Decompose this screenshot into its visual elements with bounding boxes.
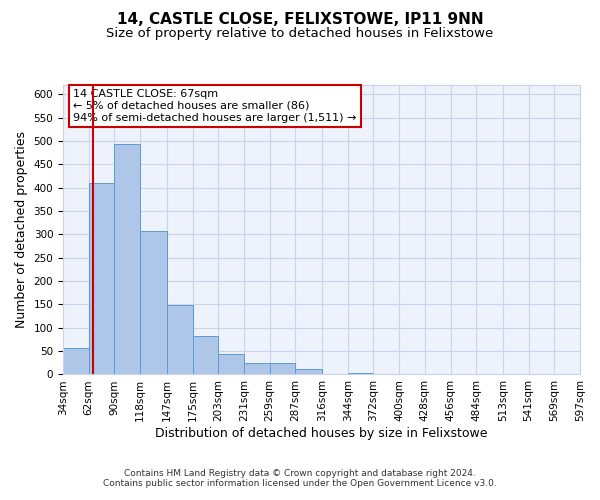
Bar <box>193 336 218 374</box>
Bar <box>63 348 89 374</box>
Text: Size of property relative to detached houses in Felixstowe: Size of property relative to detached ho… <box>106 28 494 40</box>
Bar <box>140 231 167 374</box>
Text: 14 CASTLE CLOSE: 67sqm
← 5% of detached houses are smaller (86)
94% of semi-deta: 14 CASTLE CLOSE: 67sqm ← 5% of detached … <box>73 90 357 122</box>
Bar <box>269 363 295 374</box>
Text: Contains HM Land Registry data © Crown copyright and database right 2024.: Contains HM Land Registry data © Crown c… <box>124 468 476 477</box>
Bar <box>295 370 322 374</box>
Bar <box>167 306 193 374</box>
Bar <box>89 183 115 374</box>
Bar <box>244 363 269 374</box>
Bar <box>347 372 373 374</box>
Y-axis label: Number of detached properties: Number of detached properties <box>15 131 28 328</box>
Bar <box>115 144 140 374</box>
Text: 14, CASTLE CLOSE, FELIXSTOWE, IP11 9NN: 14, CASTLE CLOSE, FELIXSTOWE, IP11 9NN <box>116 12 484 28</box>
X-axis label: Distribution of detached houses by size in Felixstowe: Distribution of detached houses by size … <box>155 427 488 440</box>
Bar <box>218 354 244 374</box>
Text: Contains public sector information licensed under the Open Government Licence v3: Contains public sector information licen… <box>103 478 497 488</box>
